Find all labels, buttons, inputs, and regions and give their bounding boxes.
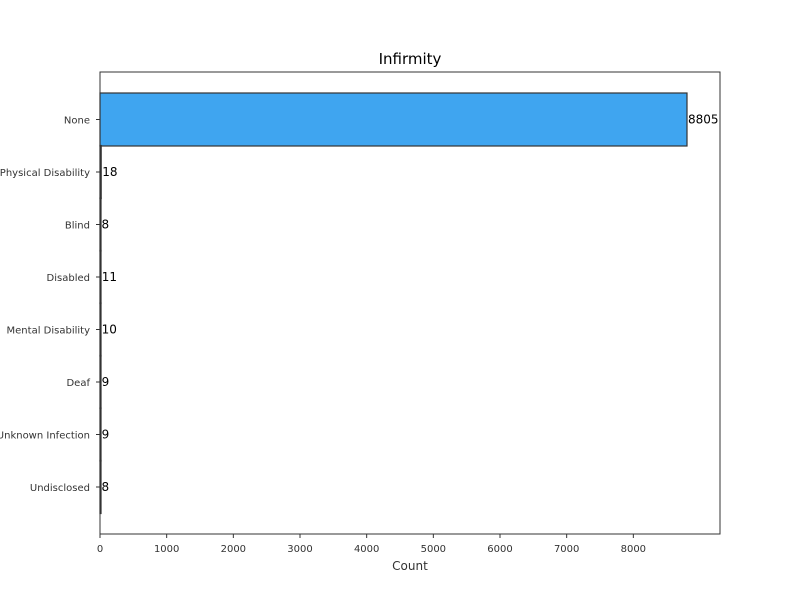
- bar-value-label: 9: [102, 428, 110, 442]
- x-tick-label: 2000: [221, 544, 246, 555]
- x-tick-label: 5000: [421, 544, 446, 555]
- x-tick-label: 0: [97, 544, 103, 555]
- y-tick-label: Disabled: [47, 273, 90, 284]
- bar: [99, 144, 102, 200]
- y-tick-label: None: [64, 116, 90, 127]
- x-tick-label: 1000: [154, 544, 179, 555]
- bar-value-label: 9: [102, 375, 110, 389]
- bar-value-label: 8805: [688, 113, 719, 127]
- bar-value-label: 8: [102, 480, 110, 494]
- y-axis: None Physical Disability Blind Disabled Ment…: [0, 116, 100, 494]
- x-axis: 0 1000 2000 3000 4000 5000 6000 7000 8000: [97, 534, 646, 555]
- y-tick-label: Physical Disability: [0, 168, 90, 179]
- bar-value-label: 11: [102, 270, 117, 284]
- x-tick-label: 3000: [287, 544, 312, 555]
- x-tick-label: 8000: [621, 544, 646, 555]
- x-tick-label: 7000: [554, 544, 579, 555]
- y-tick-label: Deaf: [66, 378, 90, 389]
- bar-value-label: 10: [102, 323, 117, 337]
- x-tick-label: 4000: [354, 544, 379, 555]
- bar-value-label: 8: [102, 218, 110, 232]
- x-axis-label: Count: [392, 559, 428, 573]
- x-tick-label: 6000: [487, 544, 512, 555]
- bar: [99, 92, 688, 147]
- y-tick-label: Blind: [65, 221, 90, 232]
- y-tick-label: Unknown Infection: [0, 431, 90, 442]
- y-tick-label: Mental Disability: [7, 326, 91, 337]
- y-tick-label: Undisclosed: [30, 483, 90, 494]
- bar-value-label: 18: [102, 165, 117, 179]
- chart-title: Infirmity: [379, 50, 442, 68]
- bars-layer: 8805 18 8 11 10 9 9 8: [99, 92, 719, 515]
